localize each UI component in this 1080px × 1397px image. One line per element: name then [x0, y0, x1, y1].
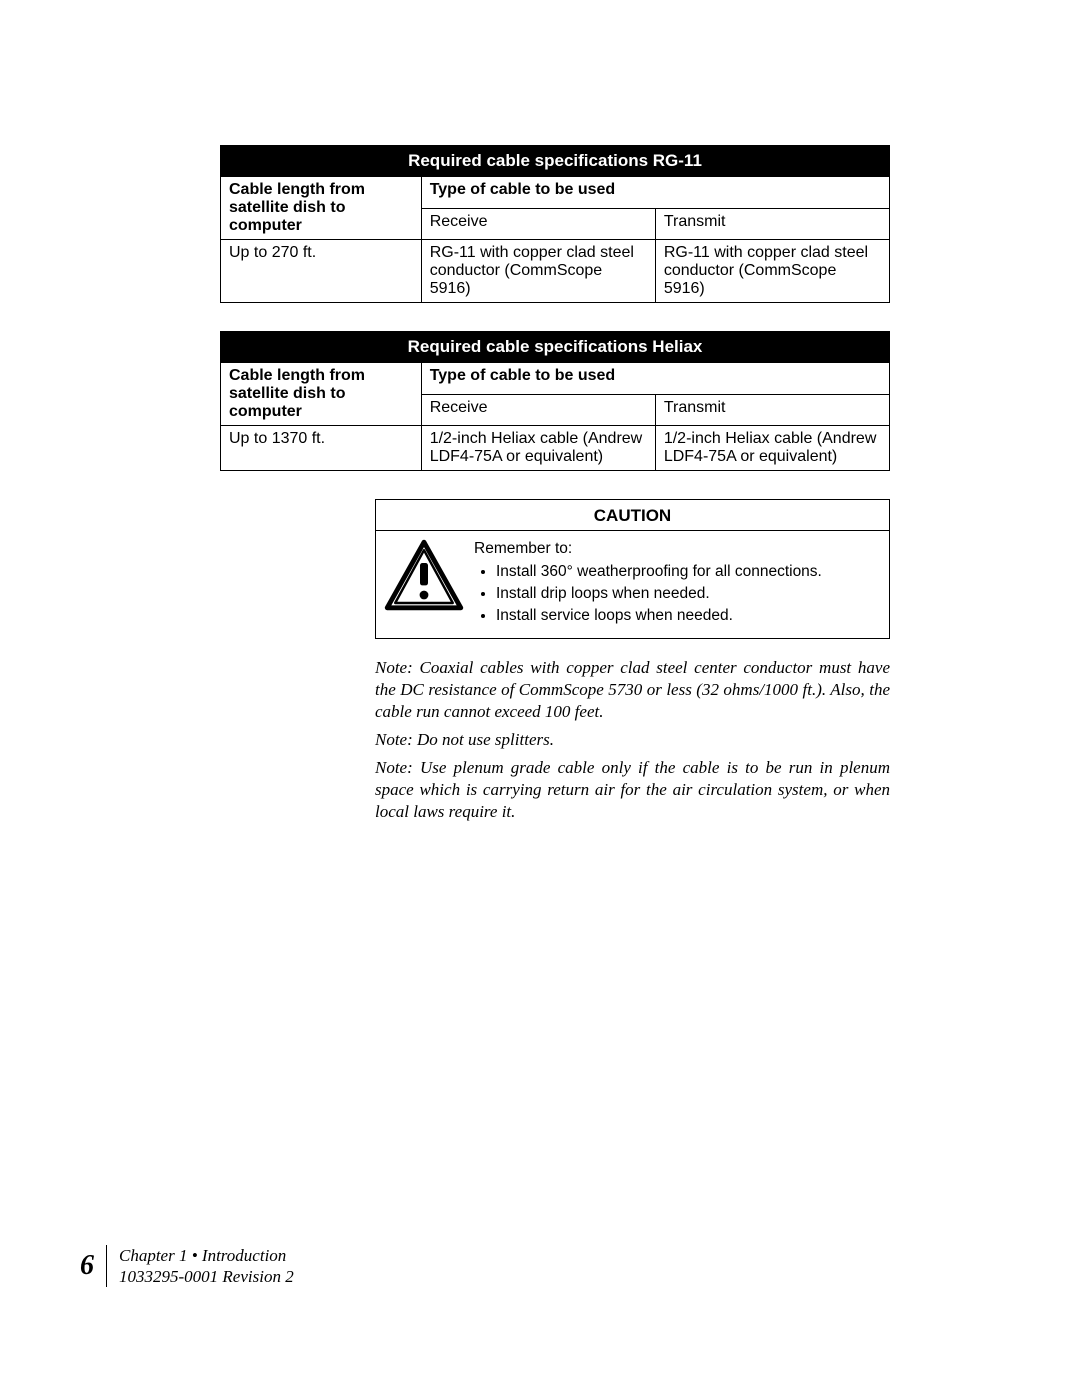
note-text: Note: Do not use splitters. — [375, 729, 890, 751]
note-text: Note: Use plenum grade cable only if the… — [375, 757, 890, 823]
cell-length: Up to 1370 ft. — [221, 426, 422, 471]
cell-receive: 1/2-inch Heliax cable (Andrew LDF4-75A o… — [421, 426, 655, 471]
subhead-transmit: Transmit — [655, 394, 889, 426]
col-header-type: Type of cable to be used — [421, 177, 889, 209]
col-header-length: Cable length from satellite dish to comp… — [221, 363, 422, 426]
caution-item: Install drip loops when needed. — [496, 584, 879, 605]
cell-length: Up to 270 ft. — [221, 240, 422, 303]
notes-block: Note: Coaxial cables with copper clad st… — [375, 657, 890, 824]
caution-title: CAUTION — [376, 500, 889, 531]
caution-item: Install service loops when needed. — [496, 606, 879, 627]
footer-chapter: Chapter 1 • Introduction — [119, 1245, 294, 1266]
subhead-receive: Receive — [421, 208, 655, 240]
caution-box: CAUTION Remember to: Install 360° weathe… — [375, 499, 890, 639]
caution-intro: Remember to: — [474, 539, 879, 560]
footer-docid: 1033295-0001 Revision 2 — [119, 1266, 294, 1287]
cell-transmit: 1/2-inch Heliax cable (Andrew LDF4-75A o… — [655, 426, 889, 471]
caution-item: Install 360° weatherproofing for all con… — [496, 562, 879, 583]
footer-separator — [106, 1245, 107, 1287]
cell-receive: RG-11 with copper clad steel conductor (… — [421, 240, 655, 303]
subhead-receive: Receive — [421, 394, 655, 426]
col-header-type: Type of cable to be used — [421, 363, 889, 395]
col-header-length: Cable length from satellite dish to comp… — [221, 177, 422, 240]
caution-text: Remember to: Install 360° weatherproofin… — [474, 539, 879, 628]
cell-transmit: RG-11 with copper clad steel conductor (… — [655, 240, 889, 303]
spec-table-heliax: Required cable specifications Heliax Cab… — [220, 331, 890, 471]
subhead-transmit: Transmit — [655, 208, 889, 240]
page-footer: 6 Chapter 1 • Introduction 1033295-0001 … — [80, 1245, 294, 1288]
note-text: Note: Coaxial cables with copper clad st… — [375, 657, 890, 723]
spec-table-rg11: Required cable specifications RG-11 Cabl… — [220, 145, 890, 303]
warning-icon — [384, 539, 464, 628]
page-number: 6 — [80, 1250, 94, 1282]
table-title: Required cable specifications Heliax — [221, 332, 890, 363]
table-title: Required cable specifications RG-11 — [221, 146, 890, 177]
